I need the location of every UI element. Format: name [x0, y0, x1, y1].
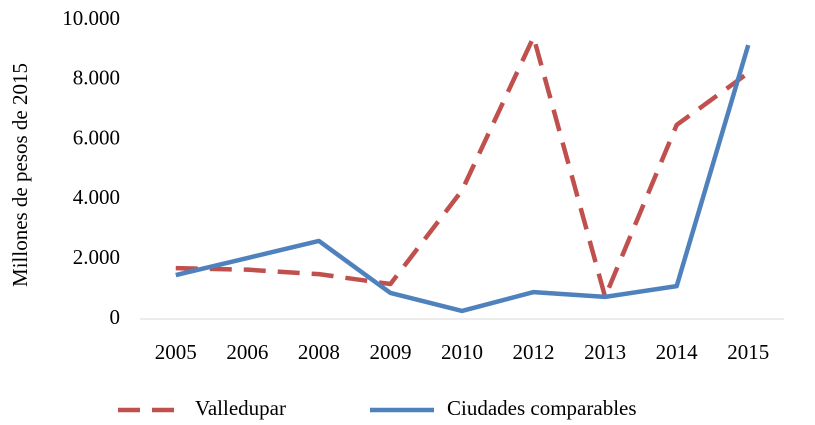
legend-label: Ciudades comparables	[447, 396, 637, 420]
legend-label: Valledupar	[195, 396, 286, 420]
x-tick-label: 2014	[656, 340, 699, 364]
y-tick-label: 4.000	[73, 185, 120, 209]
x-tick-label: 2010	[441, 340, 483, 364]
x-tick-label: 2013	[584, 340, 626, 364]
y-axis-label: Millones de pesos de 2015	[8, 63, 32, 287]
y-tick-label: 8.000	[73, 66, 120, 90]
x-tick-label: 2012	[513, 340, 555, 364]
y-tick-label: 6.000	[73, 125, 120, 149]
x-tick-label: 2008	[298, 340, 340, 364]
line	[175, 44, 751, 314]
y-tick-label: 2.000	[73, 245, 120, 269]
line	[175, 34, 750, 300]
x-tick-label: 2015	[727, 340, 769, 364]
x-tick-label: 2005	[155, 340, 197, 364]
y-tick-label: 10.000	[62, 6, 120, 30]
x-tick-label: 2006	[226, 340, 268, 364]
y-tick-label: 0	[110, 305, 121, 329]
x-tick-label: 2009	[369, 340, 411, 364]
